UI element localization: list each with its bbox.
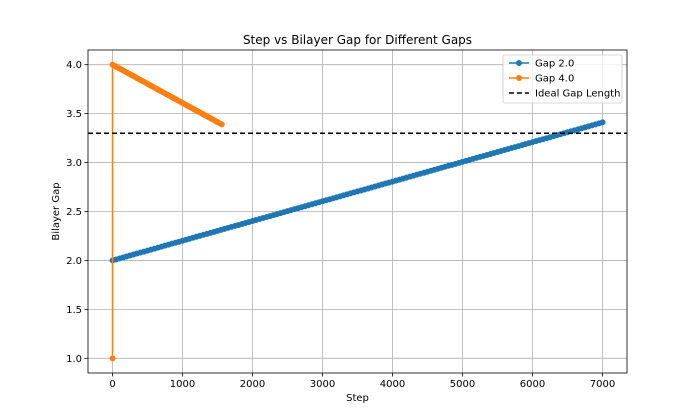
y-tick-label: 4.0 — [66, 60, 82, 71]
legend-label: Ideal Gap Length — [535, 89, 620, 100]
x-tick-label: 2000 — [240, 379, 265, 390]
data-point — [218, 121, 225, 128]
x-tick-label: 4000 — [380, 379, 405, 390]
chart-title: Step vs Bilayer Gap for Different Gaps — [243, 33, 472, 47]
y-axis-label: Bilayer Gap — [51, 182, 62, 240]
x-tick-label: 1000 — [170, 379, 195, 390]
x-tick-label: 0 — [109, 379, 115, 390]
x-tick-label: 7000 — [590, 379, 615, 390]
y-tick-label: 2.5 — [66, 207, 82, 218]
legend-entry: Ideal Gap Length — [509, 89, 620, 100]
x-axis-label: Step — [346, 393, 369, 404]
grid — [88, 50, 627, 373]
x-axis-ticks: 0 1000 2000 3000 4000 5000 6000 7000 — [109, 373, 615, 390]
y-tick-label: 3.5 — [66, 109, 82, 120]
y-tick-label: 1.0 — [66, 354, 82, 365]
legend-label: Gap 2.0 — [535, 59, 574, 70]
x-tick-label: 3000 — [310, 379, 335, 390]
y-tick-label: 3.0 — [66, 158, 82, 169]
legend-box — [502, 54, 623, 104]
legend-swatch-marker — [516, 75, 522, 81]
x-tick-label: 5000 — [450, 379, 475, 390]
y-axis-ticks: 1.0 1.5 2.0 2.5 3.0 3.5 4.0 — [66, 60, 88, 365]
legend-entry: Gap 4.0 — [509, 74, 574, 85]
y-tick-label: 1.5 — [66, 305, 82, 316]
legend-label: Gap 4.0 — [535, 74, 574, 85]
data-point — [599, 119, 606, 126]
series-layer — [88, 61, 627, 362]
legend-swatch-marker — [516, 60, 522, 66]
series-2 — [109, 61, 225, 362]
x-tick-label: 6000 — [520, 379, 545, 390]
series-1 — [109, 119, 606, 264]
y-tick-label: 2.0 — [66, 256, 82, 267]
data-point — [109, 355, 116, 362]
legend-entry: Gap 2.0 — [509, 59, 574, 70]
legend: Gap 2.0 Gap 4.0 Ideal Gap Length — [502, 54, 623, 104]
